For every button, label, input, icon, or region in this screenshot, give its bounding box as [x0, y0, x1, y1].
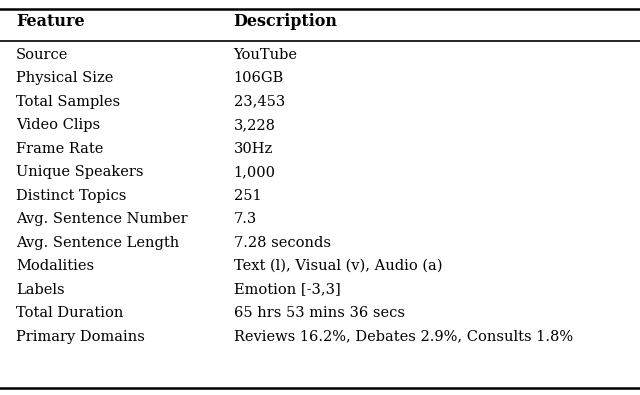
Text: 7.28 seconds: 7.28 seconds: [234, 235, 331, 250]
Text: Avg. Sentence Number: Avg. Sentence Number: [16, 212, 188, 226]
Text: Avg. Sentence Length: Avg. Sentence Length: [16, 235, 179, 250]
Text: Distinct Topics: Distinct Topics: [16, 188, 126, 203]
Text: 23,453: 23,453: [234, 94, 285, 109]
Text: 251: 251: [234, 188, 261, 203]
Text: Unique Speakers: Unique Speakers: [16, 165, 143, 179]
Text: 106GB: 106GB: [234, 71, 284, 85]
Text: 1,000: 1,000: [234, 165, 276, 179]
Text: Modalities: Modalities: [16, 259, 94, 273]
Text: Feature: Feature: [16, 13, 84, 30]
Text: Description: Description: [234, 13, 338, 30]
Text: Physical Size: Physical Size: [16, 71, 113, 85]
Text: 7.3: 7.3: [234, 212, 257, 226]
Text: Primary Domains: Primary Domains: [16, 329, 145, 344]
Text: Emotion [-3,3]: Emotion [-3,3]: [234, 282, 340, 297]
Text: YouTube: YouTube: [234, 47, 298, 62]
Text: 3,228: 3,228: [234, 118, 276, 132]
Text: Frame Rate: Frame Rate: [16, 141, 104, 156]
Text: 65 hrs 53 mins 36 secs: 65 hrs 53 mins 36 secs: [234, 306, 404, 320]
Text: Total Duration: Total Duration: [16, 306, 124, 320]
Text: Source: Source: [16, 47, 68, 62]
Text: 30Hz: 30Hz: [234, 141, 273, 156]
Text: Labels: Labels: [16, 282, 65, 297]
Text: Reviews 16.2%, Debates 2.9%, Consults 1.8%: Reviews 16.2%, Debates 2.9%, Consults 1.…: [234, 329, 573, 344]
Text: Video Clips: Video Clips: [16, 118, 100, 132]
Text: Text (l), Visual (v), Audio (a): Text (l), Visual (v), Audio (a): [234, 259, 442, 273]
Text: Total Samples: Total Samples: [16, 94, 120, 109]
